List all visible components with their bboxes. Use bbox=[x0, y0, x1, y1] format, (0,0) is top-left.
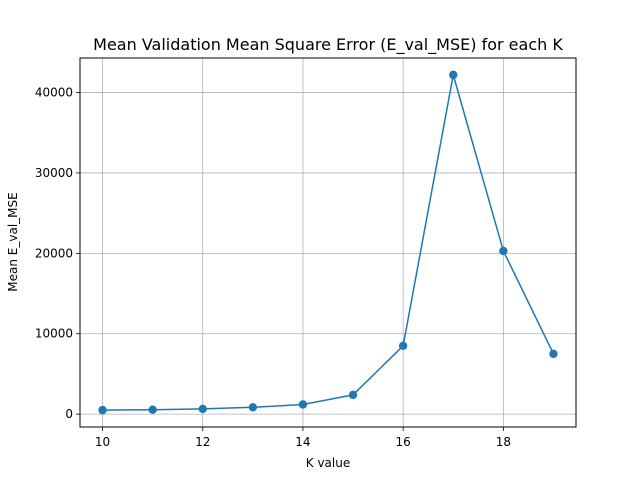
x-tick-label: 16 bbox=[396, 435, 411, 449]
data-point bbox=[348, 390, 358, 400]
x-axis-ticks: 10 12 14 16 18 bbox=[95, 427, 511, 449]
x-tick-label: 12 bbox=[195, 435, 210, 449]
y-axis-ticks: 0 10000 20000 30000 40000 bbox=[35, 86, 80, 421]
series-layer bbox=[98, 70, 558, 415]
plot-area-frame bbox=[79, 57, 577, 428]
data-point bbox=[248, 403, 258, 412]
data-point bbox=[198, 404, 207, 414]
data-point bbox=[98, 405, 107, 415]
grid-lines bbox=[80, 58, 576, 427]
y-tick-label: 40000 bbox=[35, 86, 73, 100]
x-tick-label: 18 bbox=[496, 435, 511, 449]
data-point bbox=[549, 349, 558, 359]
y-tick-label: 10000 bbox=[35, 327, 73, 341]
x-tick-label: 14 bbox=[295, 435, 310, 449]
y-tick-label: 30000 bbox=[35, 166, 73, 180]
data-point bbox=[499, 246, 508, 256]
data-point bbox=[398, 341, 408, 351]
chart-title: Mean Validation Mean Square Error (E_val… bbox=[93, 35, 563, 55]
data-point bbox=[449, 70, 458, 80]
x-tick-label: 10 bbox=[95, 435, 110, 449]
x-axis-label: K value bbox=[306, 456, 350, 470]
y-axis-label: Mean E_val_MSE bbox=[6, 192, 20, 291]
y-tick-label: 20000 bbox=[35, 246, 73, 260]
y-tick-label: 0 bbox=[65, 407, 73, 421]
data-point bbox=[148, 405, 157, 414]
series-line bbox=[102, 74, 555, 411]
data-point bbox=[298, 400, 308, 409]
